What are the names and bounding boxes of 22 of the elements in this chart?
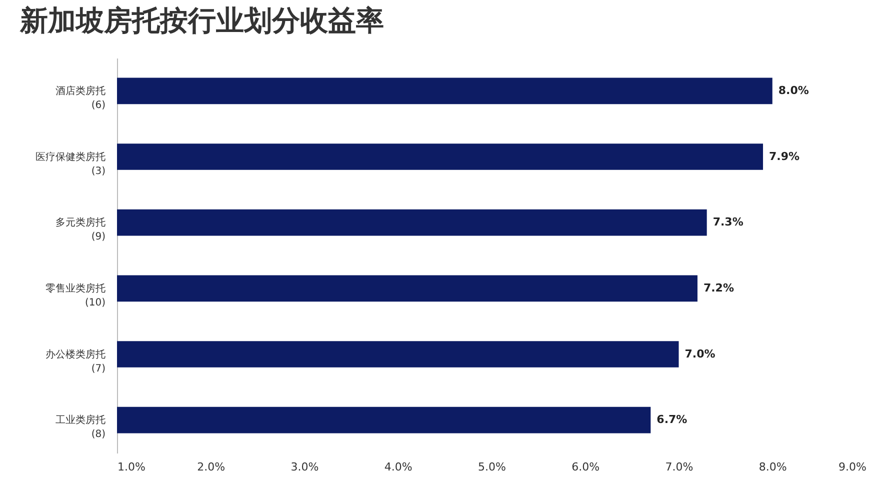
y-tick-label: 零售业类房托 (10) [46,282,106,308]
data-label: 7.3% [712,216,744,229]
x-tick-label: 1.0% [118,460,146,474]
x-tick-label: 9.0% [838,460,866,474]
data-label: 8.0% [778,84,809,97]
x-tick-label: 7.0% [665,460,694,474]
x-tick-label: 5.0% [478,460,506,474]
y-tick-label: 办公楼类房托 (7) [46,348,106,374]
y-tick-label: 酒店类房托 (6) [56,84,106,111]
x-tick-label: 3.0% [290,460,319,474]
chart-title: 新加坡房托按行业划分收益率 [19,4,384,37]
x-tick-label: 8.0% [758,460,787,474]
x-tick-label: 4.0% [384,460,412,474]
x-tick-label: 6.0% [572,460,600,474]
data-label: 7.9% [769,150,800,163]
y-tick-label: 工业类房托 (8) [56,414,106,440]
x-tick-label: 2.0% [197,460,226,474]
data-label: 7.0% [684,347,716,360]
y-tick-label: 医疗保健类房托 (3) [36,150,106,177]
y-tick-label: 多元类房托 (9) [56,216,106,243]
data-label: 7.2% [703,281,734,294]
data-label: 6.7% [656,413,688,426]
